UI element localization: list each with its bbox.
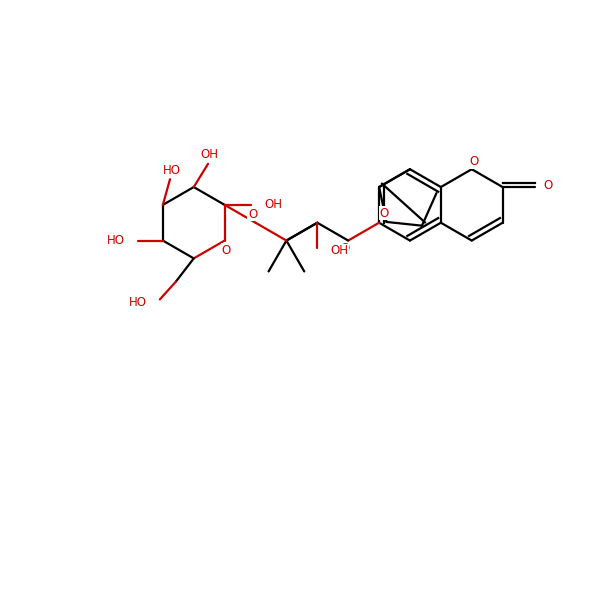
Text: OH: OH — [265, 199, 283, 211]
Text: O: O — [469, 155, 478, 168]
Text: HO: HO — [163, 164, 181, 177]
Text: OH: OH — [331, 244, 349, 257]
Text: O: O — [248, 208, 257, 221]
Text: O: O — [543, 179, 553, 193]
Text: O: O — [341, 242, 350, 256]
Text: O: O — [221, 244, 230, 257]
Text: O: O — [379, 206, 389, 220]
Text: HO: HO — [129, 296, 147, 309]
Text: OH: OH — [201, 148, 219, 161]
Text: HO: HO — [107, 234, 125, 247]
